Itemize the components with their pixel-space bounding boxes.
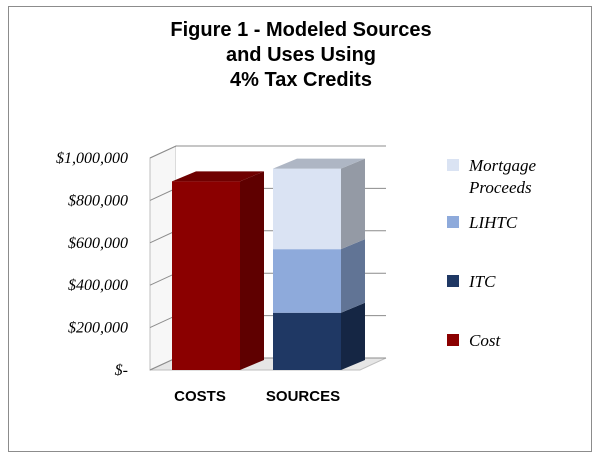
bar-segment-side — [240, 171, 264, 370]
x-tick-label: SOURCES — [266, 388, 340, 405]
bar-segment-itc — [273, 312, 341, 370]
chart-title-line-1: Figure 1 - Modeled Sources — [170, 19, 432, 41]
bar-top — [172, 171, 264, 182]
legend-label: Proceeds — [468, 178, 532, 197]
bar-segment-side — [341, 239, 365, 313]
x-tick-label: COSTS — [174, 388, 226, 405]
chart-title-line-3: 4% Tax Credits — [230, 69, 372, 91]
chart-title: Figure 1 - Modeled Sources and Uses Usin… — [0, 18, 602, 93]
y-tick-label: $600,000 — [68, 235, 128, 252]
bar-segment-mortgage-proceeds — [273, 168, 341, 250]
legend-label: Mortgage — [468, 156, 537, 175]
bar-segment-cost — [172, 181, 240, 370]
bar-segment-side — [341, 158, 365, 250]
y-tick-label: $800,000 — [68, 192, 128, 209]
y-tick-label: $1,000,000 — [56, 150, 128, 167]
gridline — [149, 145, 386, 159]
bar-segment-lihtc — [273, 249, 341, 313]
legend-swatch — [447, 159, 459, 171]
legend-label: ITC — [468, 272, 496, 291]
legend-label: Cost — [469, 331, 501, 350]
legend-label: LIHTC — [468, 213, 518, 232]
y-tick-label: $400,000 — [68, 277, 128, 294]
bar-top — [273, 158, 365, 169]
chart-title-line-2: and Uses Using — [225, 44, 377, 66]
legend-swatch — [447, 216, 459, 228]
y-tick-label: $- — [115, 362, 128, 379]
legend-swatch — [447, 334, 459, 346]
y-tick-label: $200,000 — [68, 320, 128, 337]
legend-swatch — [447, 275, 459, 287]
bar-segment-side — [341, 302, 365, 370]
